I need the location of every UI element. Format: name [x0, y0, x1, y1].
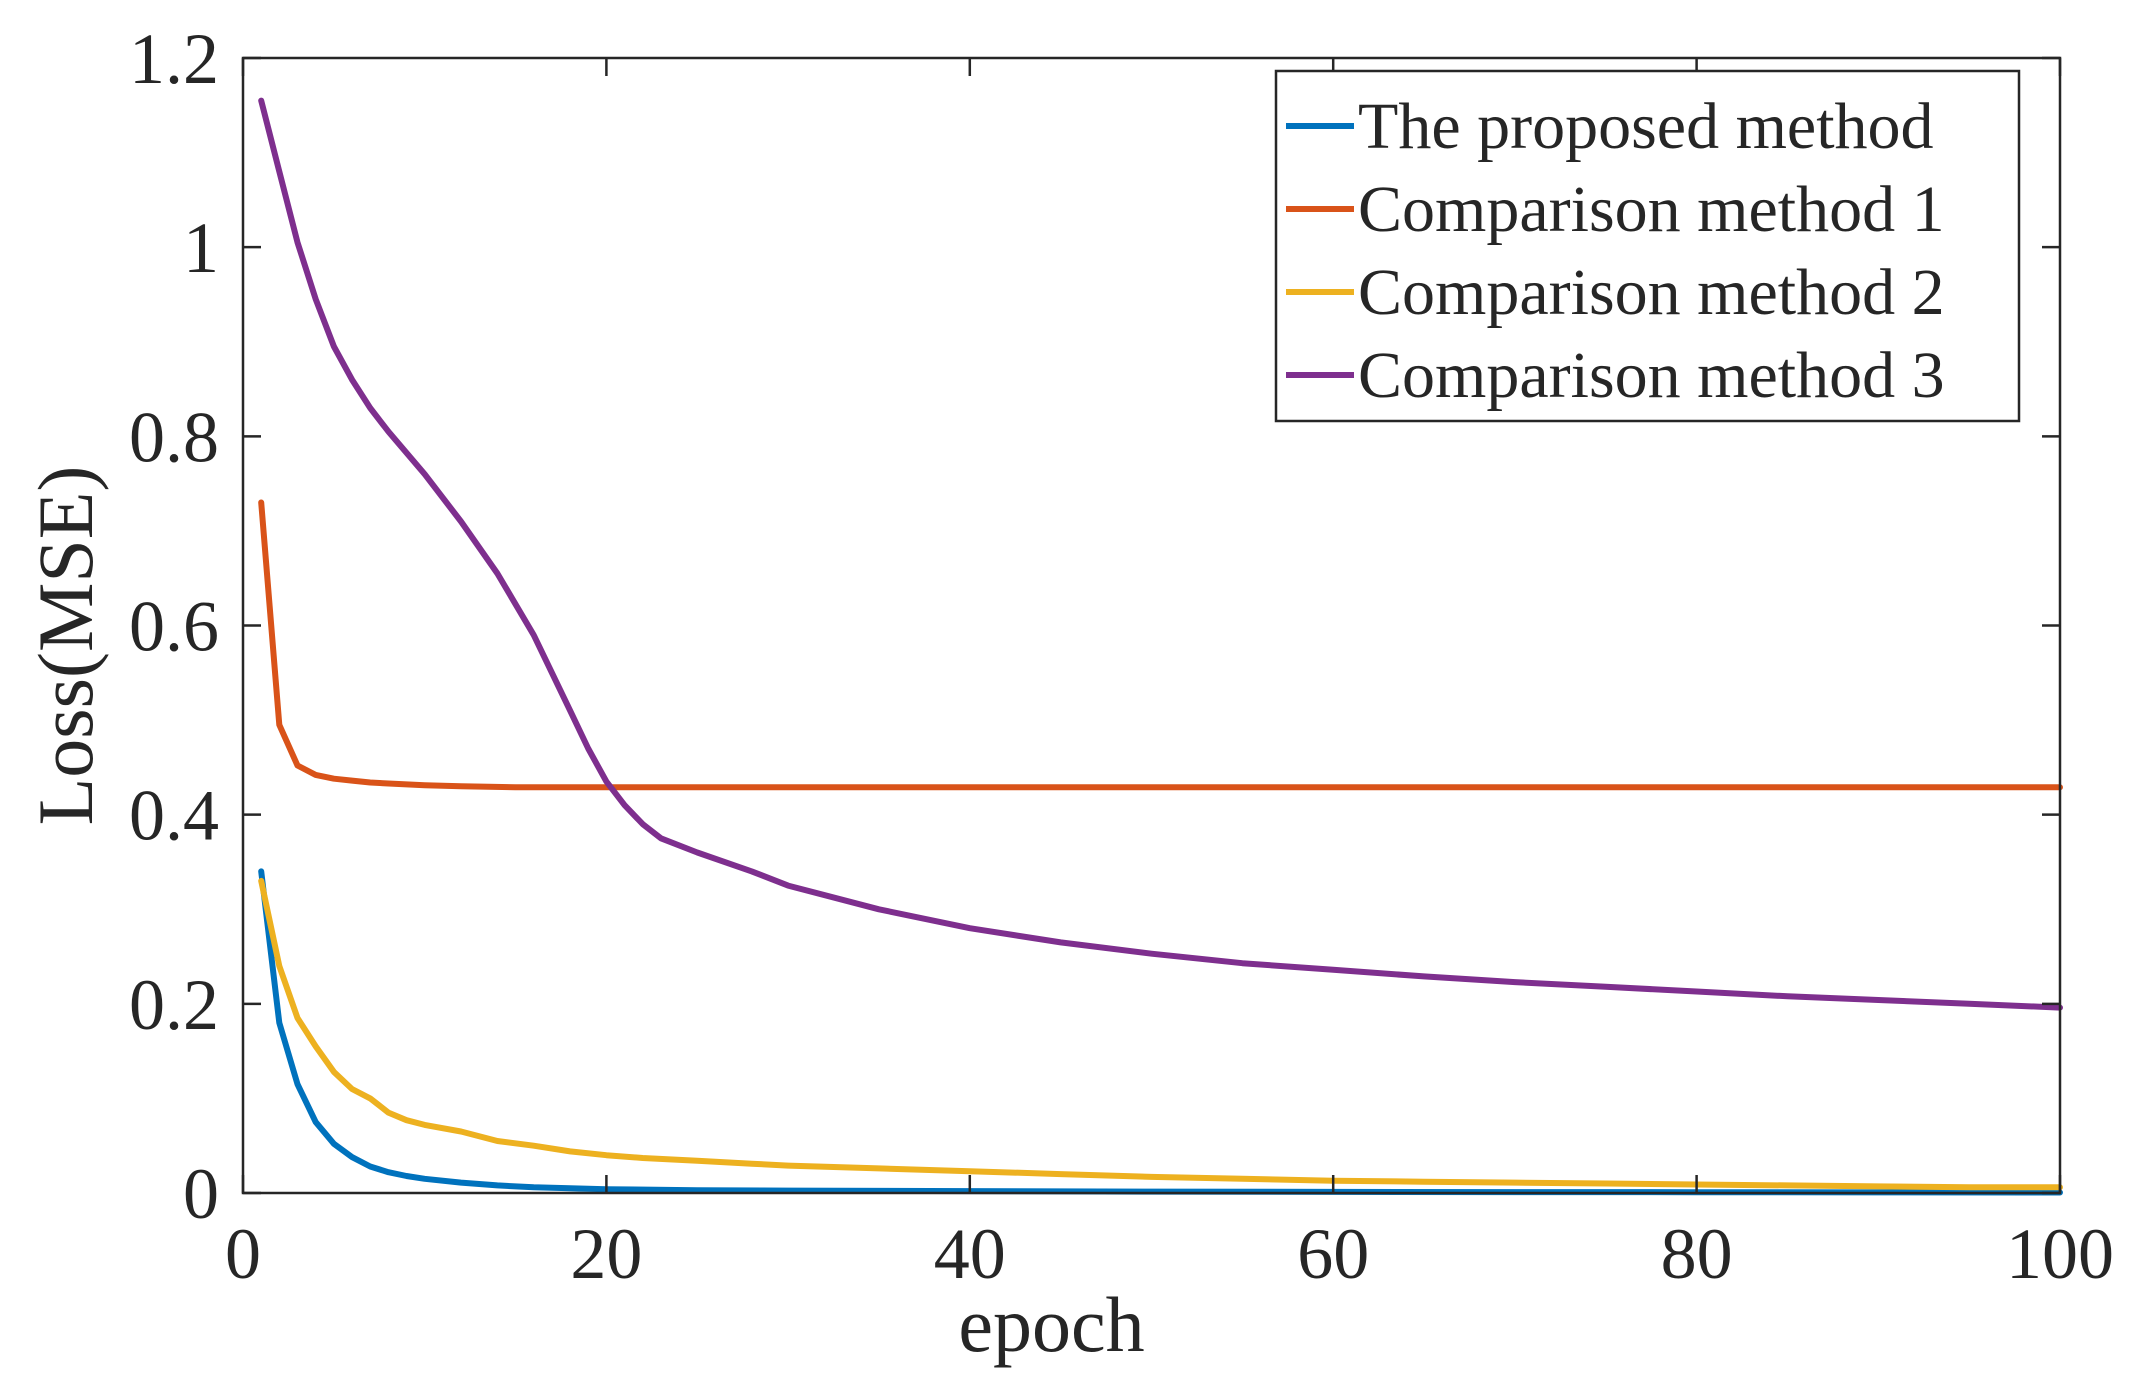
x-tick-label: 100 [2006, 1214, 2114, 1294]
x-tick-label: 40 [934, 1214, 1006, 1294]
y-tick-label: 0.6 [129, 587, 219, 667]
series-line-2 [258, 499, 2063, 791]
legend-label-1: The proposed method [1358, 90, 1934, 163]
y-tick-label: 0.4 [129, 776, 219, 856]
y-tick-label: 1 [183, 208, 219, 288]
legend-label-4: Comparison method 3 [1358, 339, 1945, 412]
x-tick-label: 80 [1661, 1214, 1733, 1294]
y-axis-label: Loss(MSE) [22, 466, 109, 826]
legend-label-2: Comparison method 1 [1358, 173, 1945, 246]
series-line-4 [258, 97, 2063, 1011]
x-tick-label: 60 [1297, 1214, 1369, 1294]
legend-box [1274, 69, 2021, 423]
series-line-3 [258, 877, 2063, 1191]
x-tick-label: 0 [225, 1214, 261, 1294]
x-axis-label: epoch [958, 1281, 1144, 1368]
y-tick-label: 1.2 [129, 19, 219, 99]
y-tick-label: 0.8 [129, 397, 219, 477]
axis-ticks: 0 20 40 60 80 100 0 0.2 0.4 0.6 0.8 1 1.2 [129, 19, 2114, 1294]
legend-label-3: Comparison method 2 [1358, 256, 1945, 329]
y-tick-label: 0.2 [129, 965, 219, 1045]
x-tick-label: 20 [570, 1214, 642, 1294]
y-tick-label: 0 [183, 1154, 219, 1234]
legend: The proposed method Comparison method 1 Co… [1274, 69, 2021, 423]
